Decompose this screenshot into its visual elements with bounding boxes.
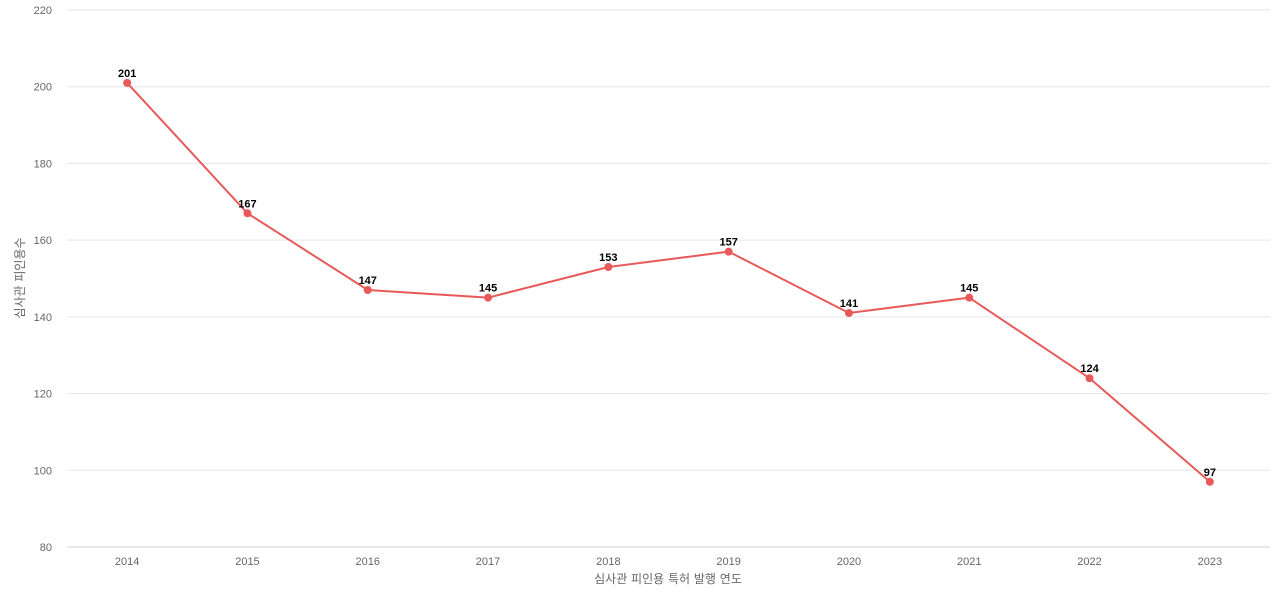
y-tick-label: 120 (34, 389, 52, 401)
grid-lines (67, 9, 1270, 548)
data-point[interactable] (123, 78, 132, 87)
y-tick-label: 220 (34, 5, 52, 17)
data-label: 141 (840, 298, 858, 310)
x-tick-label: 2020 (837, 556, 861, 568)
data-point[interactable] (724, 247, 733, 256)
data-point[interactable] (484, 293, 493, 302)
x-axis-ticks: 2014 2015 2016 2017 2018 2019 2020 2021 2022 2023 (115, 556, 1222, 568)
x-tick-label: 2023 (1198, 556, 1222, 568)
data-label: 153 (599, 252, 617, 264)
x-tick-label: 2022 (1077, 556, 1101, 568)
data-point[interactable] (1085, 374, 1094, 383)
y-tick-label: 100 (34, 465, 52, 477)
data-label: 145 (479, 283, 497, 295)
data-label: 147 (359, 275, 377, 287)
data-point[interactable] (965, 293, 974, 302)
y-tick-label: 200 (34, 82, 52, 94)
data-label: 145 (960, 283, 978, 295)
data-label: 97 (1204, 467, 1216, 479)
x-axis-label: 심사관 피인용 특허 발행 연도 (594, 571, 742, 586)
data-point[interactable] (844, 309, 853, 318)
series-group (123, 78, 1214, 486)
data-label: 201 (118, 68, 136, 80)
data-labels: 201 167 147 145 153 157 141 145 124 97 (118, 68, 1216, 479)
data-point[interactable] (363, 286, 372, 295)
data-point[interactable] (1205, 477, 1214, 486)
x-tick-label: 2016 (356, 556, 380, 568)
y-tick-label: 160 (34, 235, 52, 247)
x-tick-label: 2017 (476, 556, 500, 568)
data-label: 167 (238, 198, 256, 210)
x-tick-label: 2015 (235, 556, 259, 568)
y-axis-label: 심사관 피인용수 (13, 237, 27, 318)
data-label: 124 (1080, 363, 1099, 375)
data-point[interactable] (243, 209, 252, 218)
y-axis-ticks: 80 100 120 140 160 180 200 220 (34, 5, 52, 554)
x-tick-label: 2018 (596, 556, 620, 568)
series-line (126, 82, 1211, 483)
x-tick-label: 2014 (115, 556, 139, 568)
x-tick-label: 2019 (716, 556, 740, 568)
y-tick-label: 80 (40, 542, 52, 554)
data-label: 157 (719, 237, 737, 249)
x-tick-label: 2021 (957, 556, 981, 568)
y-tick-label: 180 (34, 158, 52, 170)
data-point[interactable] (604, 262, 613, 271)
y-tick-label: 140 (34, 312, 52, 324)
